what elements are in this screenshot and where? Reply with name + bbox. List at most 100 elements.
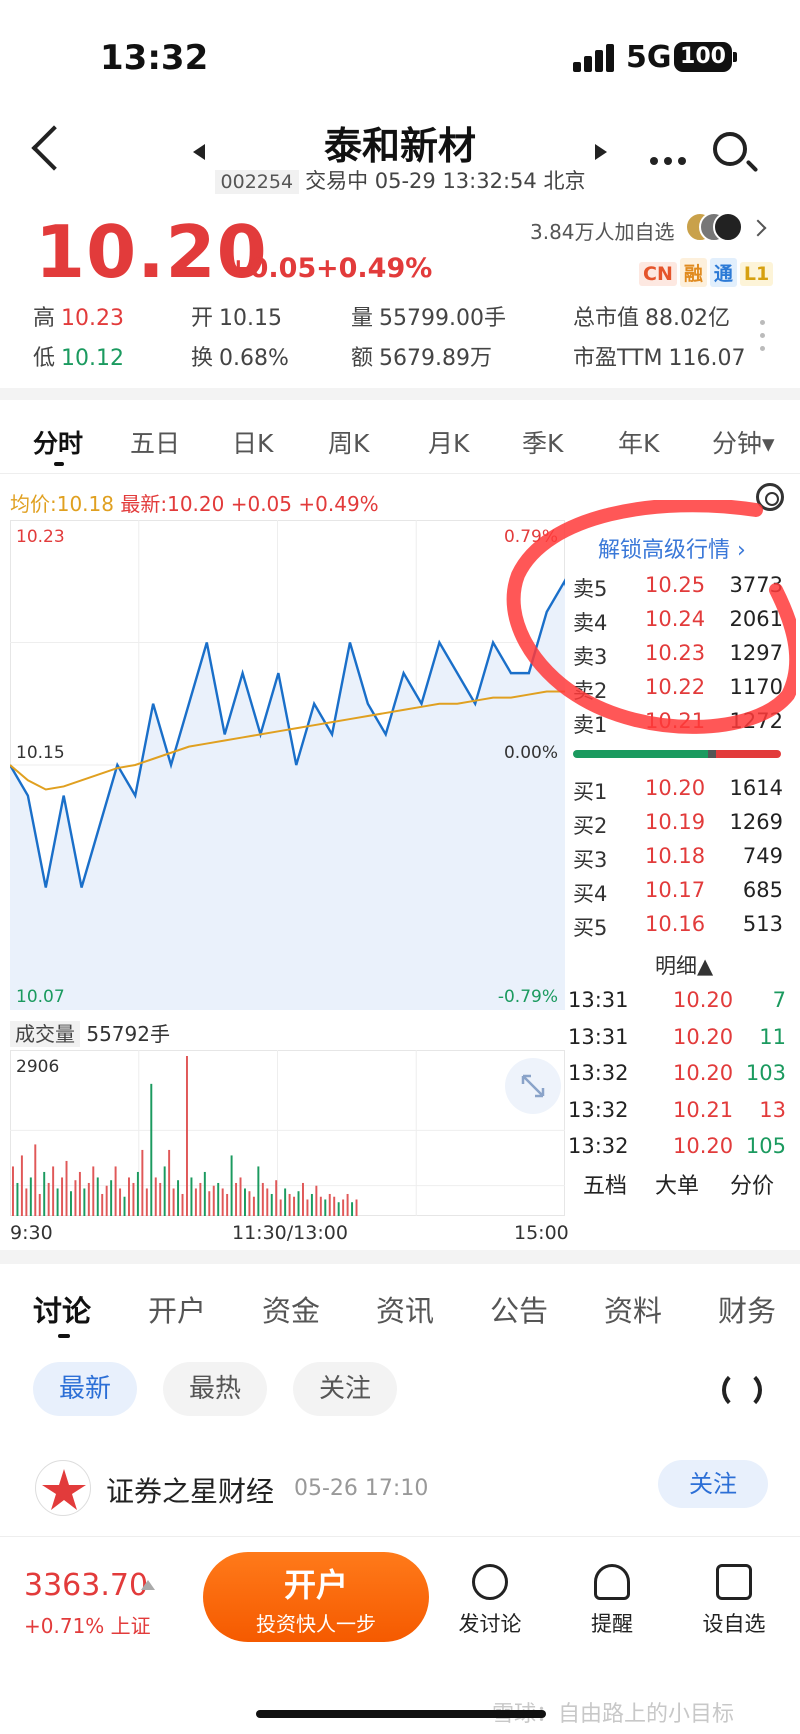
tick-row: 13:32 10.21 13 [568, 1098, 786, 1130]
avg-price: 均价:10.18 [10, 492, 114, 516]
tick-row: 13:32 10.20 105 [568, 1134, 786, 1166]
volume-bar [87, 1182, 90, 1216]
volume-bar [74, 1180, 77, 1216]
tab-price-dist[interactable]: 分价 [730, 1174, 775, 1199]
chart-tab-7[interactable]: 分钟▾ [712, 429, 775, 458]
star-logo-icon [42, 1469, 86, 1510]
tab-big-orders[interactable]: 大单 [655, 1174, 700, 1199]
discussion-tab-2[interactable]: 资金 [262, 1294, 321, 1328]
ask-row[interactable]: 卖2 10.22 1170 [573, 675, 783, 705]
chart-tab-underline [54, 462, 64, 466]
open-account-button[interactable]: 开户 投资快人一步 [203, 1552, 429, 1642]
chart-tab-1[interactable]: 五日 [130, 429, 181, 458]
volume-bar [128, 1177, 130, 1216]
volume-bar [61, 1177, 64, 1216]
unlock-advanced-quote[interactable]: 解锁高级行情 › [598, 538, 746, 563]
bid-row[interactable]: 买2 10.19 1269 [573, 810, 783, 840]
expand-chart-button[interactable] [505, 1058, 561, 1114]
y-pct-mid: 0.00% [504, 743, 558, 763]
refresh-icon[interactable] [722, 1370, 762, 1410]
chart-tab-5[interactable]: 季K [522, 429, 564, 458]
bid-row[interactable]: 买3 10.18 749 [573, 844, 783, 874]
ask-row[interactable]: 卖5 10.25 3773 [573, 573, 783, 603]
network-type: 5G [626, 40, 672, 75]
discussion-tab-3[interactable]: 资讯 [376, 1294, 435, 1328]
time-label-start: 9:30 [10, 1222, 53, 1244]
tick-time: 13:31 [568, 988, 629, 1012]
search-icon[interactable] [713, 132, 747, 166]
order-price: 10.20 [645, 776, 706, 800]
volume-bar [270, 1193, 273, 1216]
bid-row[interactable]: 买1 10.20 1614 [573, 776, 783, 806]
trade-detail-title[interactable]: 明细▲ [655, 954, 714, 978]
volume-bar [252, 1196, 255, 1216]
volume-bar [190, 1177, 193, 1216]
chart-tab-0[interactable]: 分时 [33, 429, 84, 458]
discussion-tab-6[interactable]: 财务 [718, 1294, 777, 1328]
volume-bar [119, 1188, 122, 1216]
prev-stock-icon[interactable] [193, 144, 205, 160]
watcher-avatars[interactable] [685, 212, 743, 246]
stock-tags: CN 融通 L1 [636, 258, 774, 287]
alert-button[interactable]: 提醒 [562, 1564, 662, 1638]
low-label: 低 [33, 346, 56, 371]
chevron-right-icon[interactable] [749, 219, 767, 237]
discussion-tab-0[interactable]: 讨论 [33, 1294, 92, 1328]
chart-tab-4[interactable]: 月K [428, 429, 470, 458]
post-author[interactable]: 证券之星财经 [106, 1475, 275, 1508]
watchers-count[interactable]: 3.84万人加自选 [530, 220, 675, 244]
bid-row[interactable]: 买5 10.16 513 [573, 912, 783, 942]
volume-bar [150, 1083, 153, 1216]
gear-icon[interactable] [756, 483, 784, 511]
page-title: 泰和新材 [323, 124, 476, 168]
discussion-tab-1[interactable]: 开户 [148, 1294, 207, 1328]
volume-bar [244, 1188, 246, 1216]
chart-tab-2[interactable]: 日K [232, 429, 274, 458]
tick-time: 13:32 [568, 1134, 629, 1158]
amount-value: 5679.89万 [379, 346, 492, 371]
order-vol: 513 [742, 912, 783, 936]
home-indicator[interactable] [256, 1710, 546, 1718]
open-value: 10.15 [219, 306, 282, 331]
more-quote-icon[interactable] [760, 320, 765, 359]
mcap-value: 88.02亿 [645, 306, 730, 331]
index-value[interactable]: 3363.70 [24, 1568, 149, 1603]
next-stock-icon[interactable] [595, 144, 607, 160]
volume-bar [132, 1182, 135, 1216]
avg-line [10, 690, 565, 791]
more-icon[interactable] [650, 150, 692, 169]
bid-row[interactable]: 买4 10.17 685 [573, 878, 783, 908]
tab-five-levels[interactable]: 五档 [583, 1174, 628, 1199]
volume-bar [92, 1166, 95, 1216]
chart-tab-6[interactable]: 年K [618, 429, 660, 458]
volume-bar [194, 1188, 197, 1216]
discussion-tab-5[interactable]: 资料 [604, 1294, 663, 1328]
volume-bar [163, 1166, 166, 1216]
post-discussion-button[interactable]: 发讨论 [440, 1564, 540, 1638]
filter-latest[interactable]: 最新 [33, 1362, 137, 1416]
ask-row[interactable]: 卖4 10.24 2061 [573, 607, 783, 637]
order-price: 10.16 [645, 912, 706, 936]
index-change[interactable]: +0.71% 上证 [24, 1614, 151, 1638]
trade-status-text: 交易中 05-29 13:32:54 北京 [305, 169, 586, 193]
signal-icon [573, 44, 615, 72]
filter-hot[interactable]: 最热 [163, 1362, 267, 1416]
volume-bar [319, 1196, 322, 1216]
ask-row[interactable]: 卖3 10.23 1297 [573, 641, 783, 671]
latest-pct: +0.49% [298, 492, 379, 516]
chart-tab-3[interactable]: 周K [328, 429, 370, 458]
volume-bar [154, 1177, 157, 1216]
author-avatar[interactable] [35, 1460, 91, 1516]
filter-following[interactable]: 关注 [293, 1362, 397, 1416]
volume-chart[interactable]: 2906 [10, 1050, 565, 1216]
follow-button[interactable]: 关注 [658, 1460, 768, 1508]
tick-row: 13:32 10.20 103 [568, 1061, 786, 1093]
volume-bar [29, 1177, 32, 1216]
latest-change: +0.05 [230, 492, 293, 516]
set-watchlist-button[interactable]: 设自选 [684, 1564, 784, 1638]
volume-bar [114, 1166, 117, 1216]
discussion-tab-4[interactable]: 公告 [490, 1294, 549, 1328]
order-label: 卖5 [573, 577, 608, 601]
volume-bar [168, 1149, 171, 1216]
